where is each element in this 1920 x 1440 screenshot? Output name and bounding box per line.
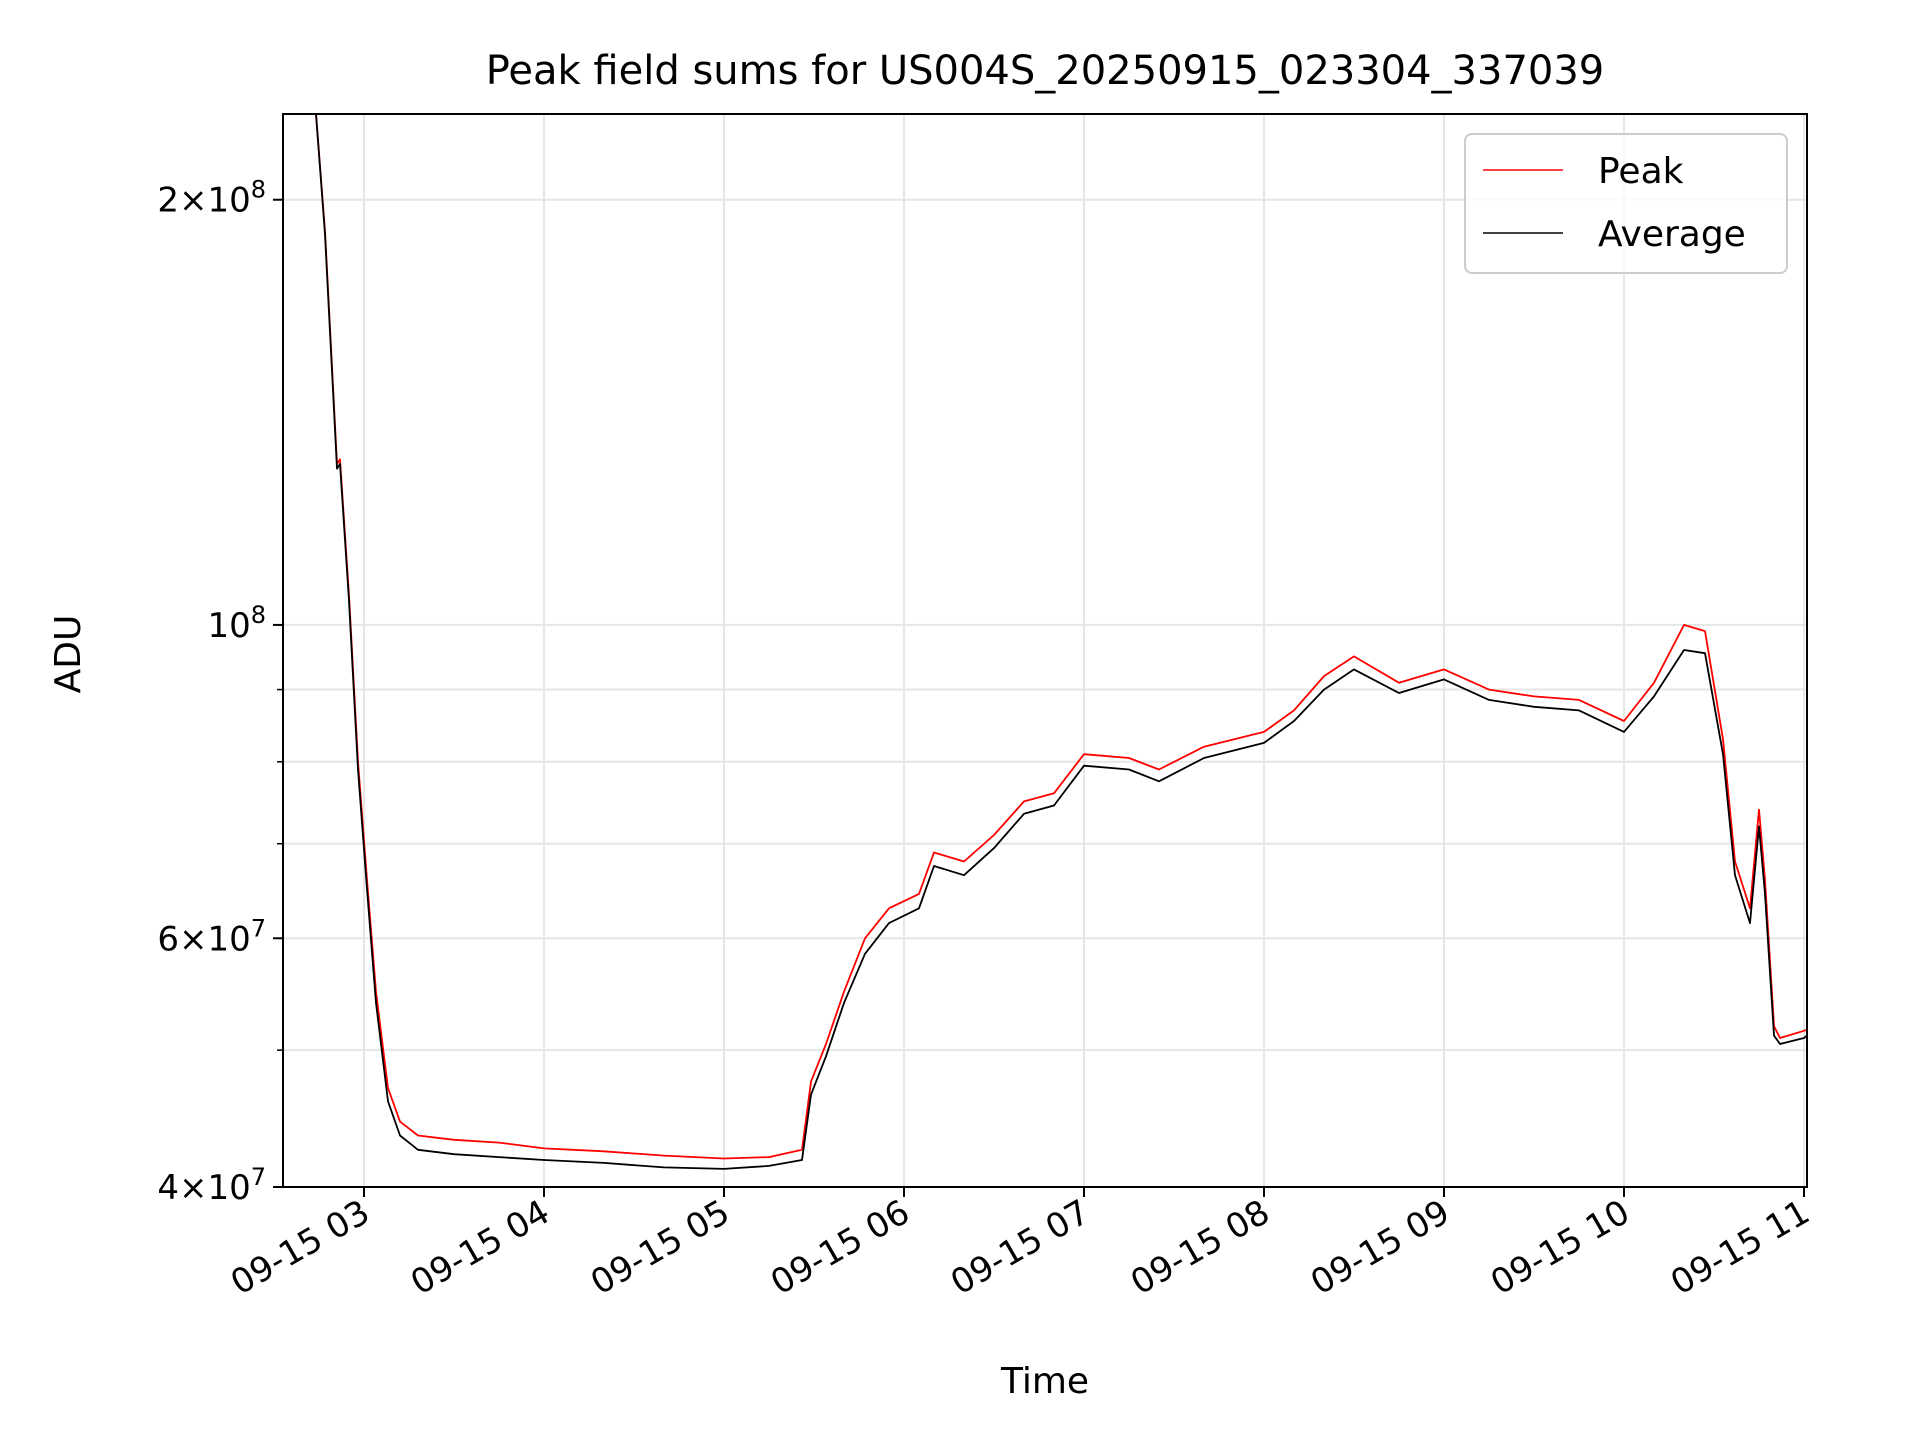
legend: Peak Average	[1464, 133, 1788, 274]
plot-frame	[282, 113, 1808, 1188]
y-tick-label: 108	[207, 601, 266, 646]
chart-title: Peak field sums for US004S_20250915_0233…	[486, 48, 1605, 94]
legend-box	[1464, 133, 1788, 274]
x-axis-label: Time	[1000, 1361, 1089, 1402]
y-tick-label: 4×107	[157, 1163, 266, 1208]
legend-label-average: Average	[1598, 214, 1746, 255]
y-tick-label: 6×107	[157, 914, 266, 959]
series-line-average	[283, 113, 1808, 1170]
series-line-peak	[283, 113, 1808, 1160]
plot-area	[283, 114, 1807, 1187]
legend-label-peak: Peak	[1598, 151, 1684, 192]
series-lines	[283, 113, 1808, 1170]
y-axis-ticks: 4×107 6×107 108 2×108	[157, 176, 283, 1208]
y-axis-label: ADU	[48, 615, 89, 694]
y-tick-label: 2×108	[157, 176, 266, 221]
